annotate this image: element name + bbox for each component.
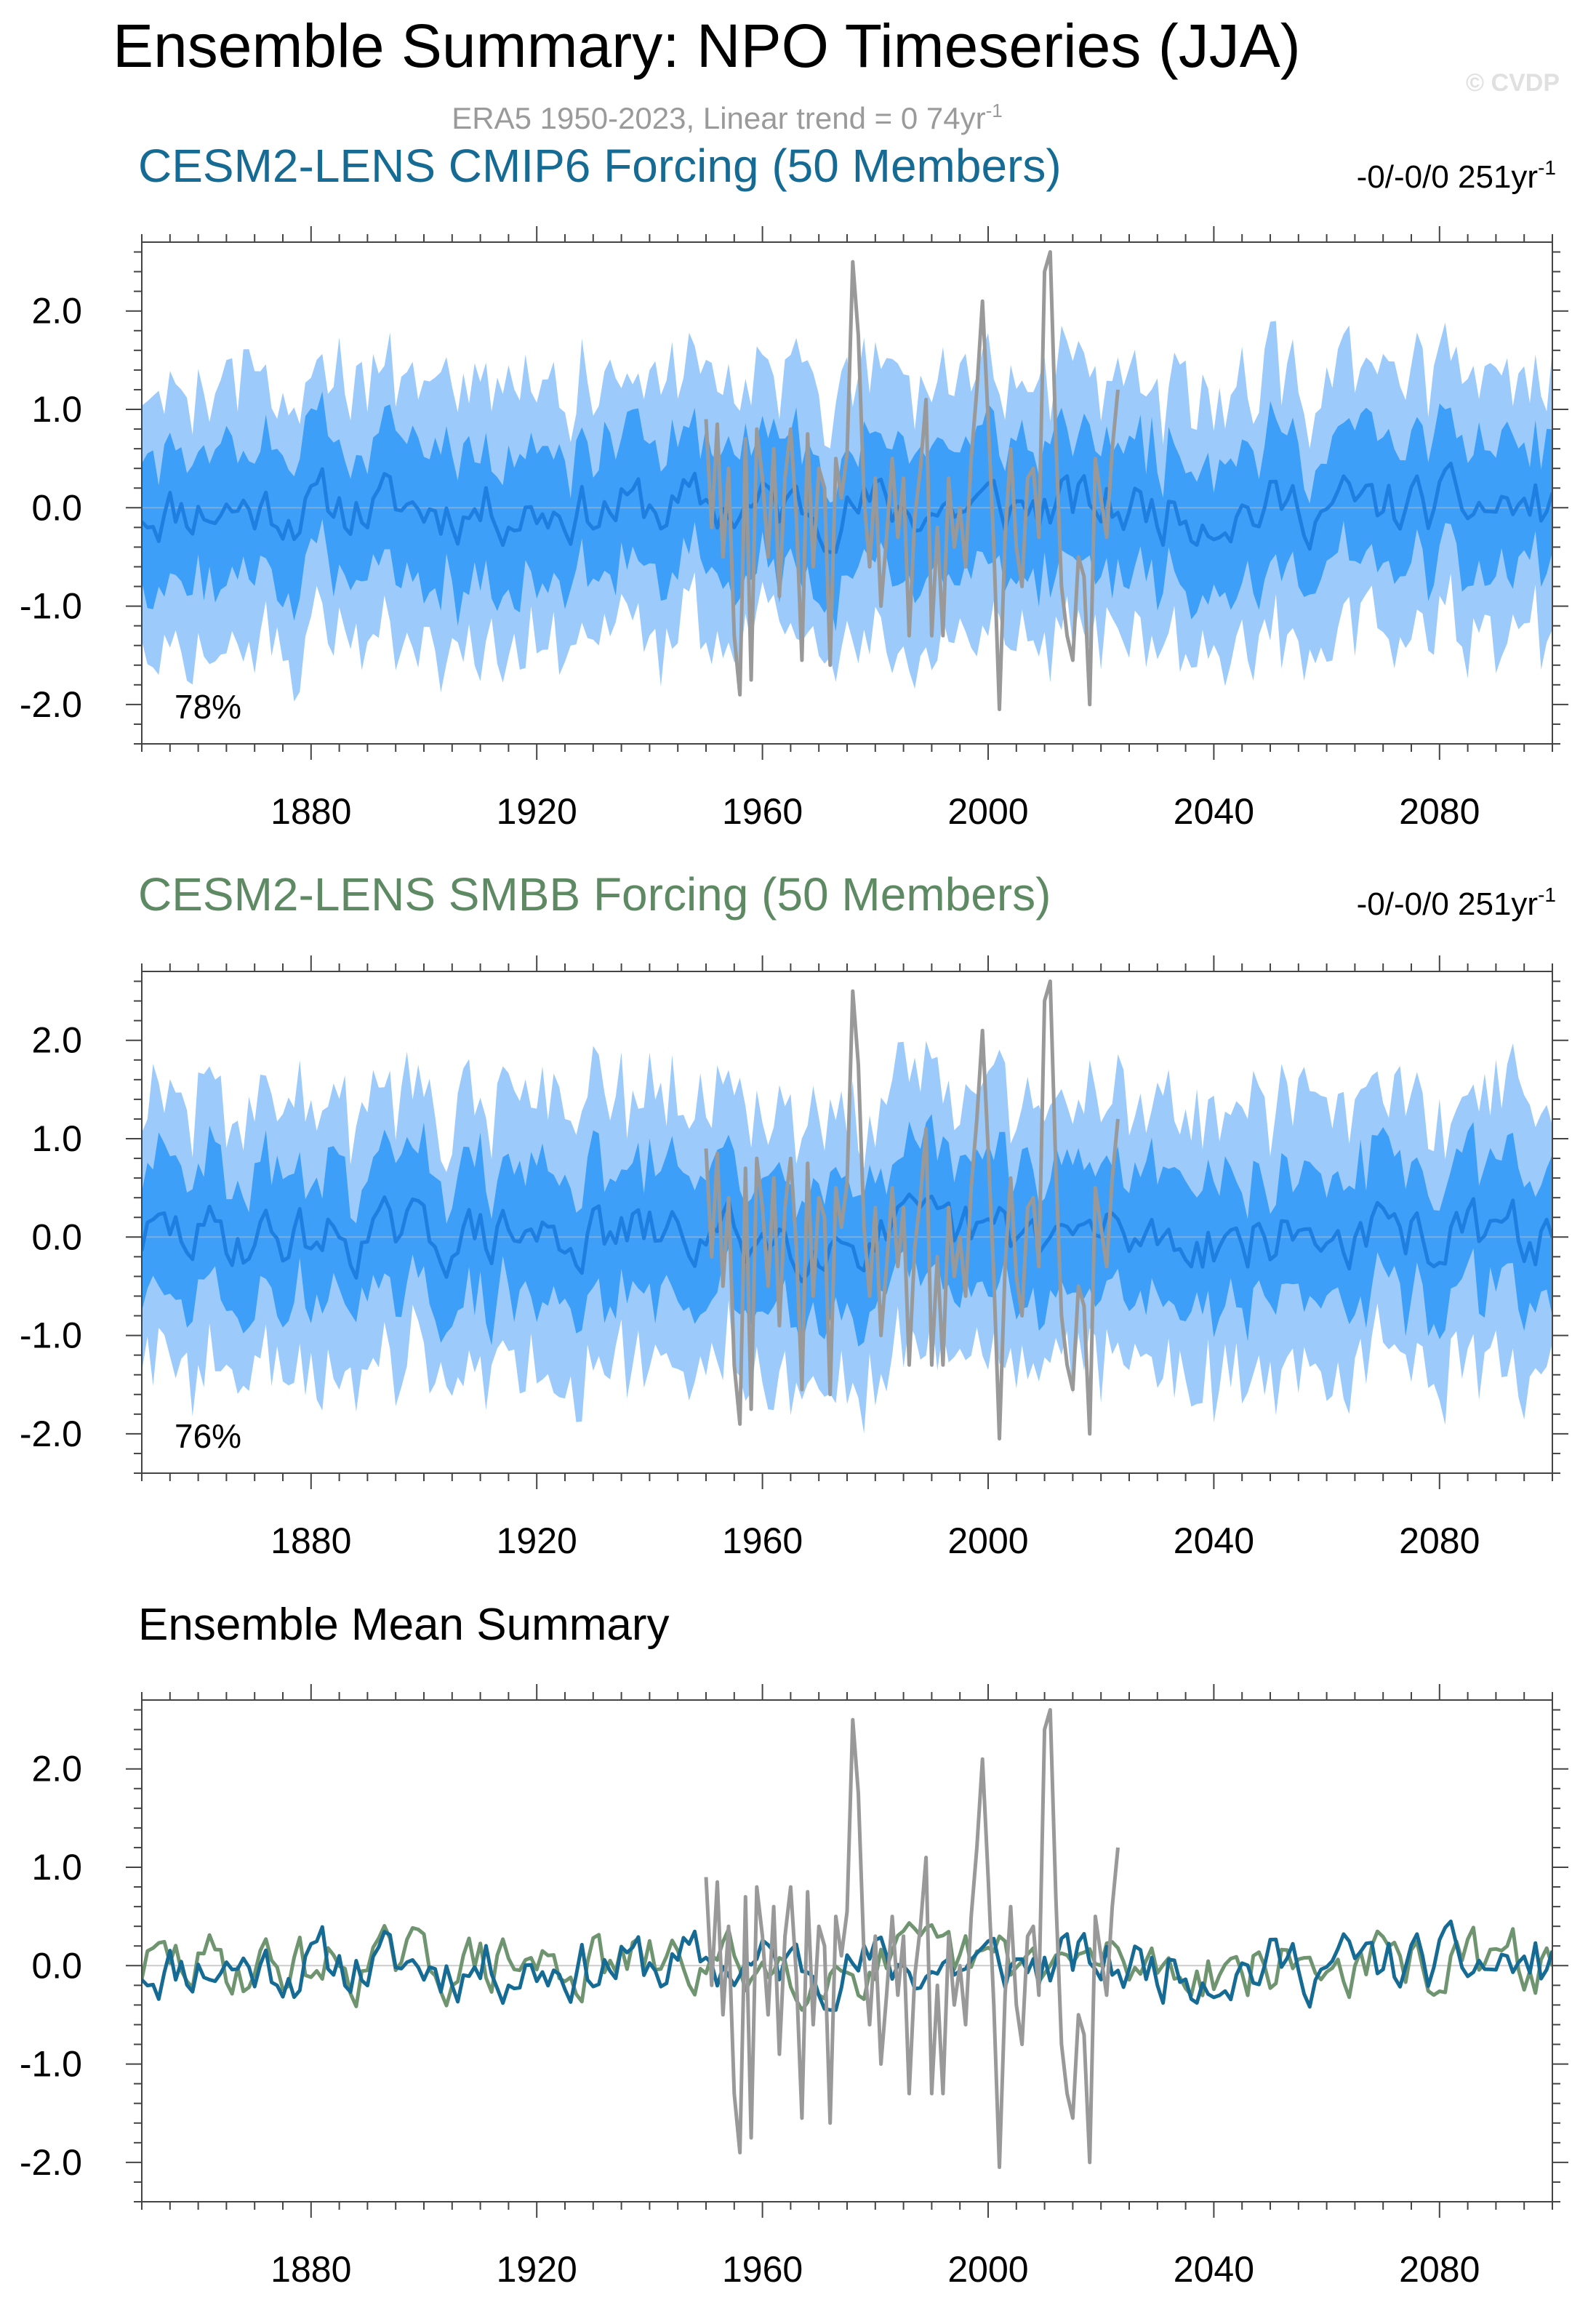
x-tick-label: 1920 (497, 2249, 577, 2290)
figure-subtitle-sup: -1 (986, 100, 1003, 121)
figure-subtitle-text: ERA5 1950-2023, Linear trend = 0 74yr (452, 101, 985, 135)
x-tick-label: 2040 (1174, 1520, 1254, 1561)
y-tick-label: -2.0 (20, 1414, 82, 1454)
x-tick-label: 2000 (947, 791, 1028, 832)
panel-title: CESM2-LENS CMIP6 Forcing (50 Members) (138, 140, 1062, 192)
x-tick-label: 2040 (1174, 791, 1254, 832)
trend-text: -0/-0/0 251yr (1357, 159, 1538, 195)
x-tick-label: 2040 (1174, 2249, 1254, 2290)
y-tick-label: 0.0 (31, 487, 82, 528)
panel-title: Ensemble Mean Summary (138, 1600, 670, 1650)
ensemble-mean-line (142, 1192, 1552, 1283)
trend-text: -0/-0/0 251yr (1357, 886, 1538, 922)
band-inner (142, 1114, 1552, 1348)
x-tick-label: 2000 (947, 2249, 1028, 2290)
panel-smbb: CESM2-LENS SMBB Forcing (50 Members) -0/-… (20, 868, 1568, 1561)
figure-title: Ensemble Summary: NPO Timeseries (JJA) (113, 12, 1301, 80)
y-tick-label: 1.0 (31, 1847, 82, 1888)
figure-subtitle: ERA5 1950-2023, Linear trend = 0 74yr-1 (452, 100, 1002, 135)
trend-label: -0/-0/0 251yr-1 (1357, 883, 1556, 922)
watermark: © CVDP (1466, 69, 1560, 97)
percent-label: 78% (175, 688, 241, 726)
x-tick-label: 1960 (722, 791, 803, 832)
x-tick-label: 1960 (722, 1520, 803, 1561)
panel-cmip6: CESM2-LENS CMIP6 Forcing (50 Members) -0/… (20, 140, 1568, 832)
y-tick-label: -2.0 (20, 684, 82, 725)
observed-line (704, 250, 1120, 712)
x-tick-label: 2080 (1399, 1520, 1480, 1561)
percent-label: 76% (175, 1417, 241, 1455)
y-tick-label: -1.0 (20, 2044, 82, 2085)
x-tick-label: 1920 (497, 1520, 577, 1561)
y-tick-label: -1.0 (20, 586, 82, 627)
y-tick-label: 0.0 (31, 1216, 82, 1257)
x-tick-label: 1960 (722, 2249, 803, 2290)
trend-sup: -1 (1538, 156, 1556, 179)
y-tick-label: 1.0 (31, 1118, 82, 1159)
y-tick-label: 2.0 (31, 1749, 82, 1789)
trend-label: -0/-0/0 251yr-1 (1357, 156, 1556, 195)
observed-line (704, 1708, 1120, 2170)
y-tick-label: 0.0 (31, 1945, 82, 1986)
y-tick-label: 2.0 (31, 291, 82, 332)
y-tick-label: 2.0 (31, 1020, 82, 1061)
y-tick-label: -1.0 (20, 1315, 82, 1356)
y-tick-label: -2.0 (20, 2142, 82, 2183)
x-tick-label: 1880 (270, 791, 351, 832)
band-inner (142, 391, 1552, 632)
panel-title: CESM2-LENS SMBB Forcing (50 Members) (138, 868, 1051, 921)
ensemble-mean-line (142, 461, 1552, 554)
plot-frame (141, 1699, 1553, 2202)
x-tick-label: 2080 (1399, 2249, 1480, 2290)
trend-sup: -1 (1538, 883, 1556, 906)
y-tick-label: 1.0 (31, 389, 82, 430)
x-tick-label: 1880 (270, 2249, 351, 2290)
observed-line (704, 979, 1120, 1441)
x-tick-label: 2080 (1399, 791, 1480, 832)
x-tick-label: 1920 (497, 791, 577, 832)
cmip6-mean-line (142, 1919, 1552, 2012)
x-tick-label: 1880 (270, 1520, 351, 1561)
x-tick-label: 2000 (947, 1520, 1028, 1561)
panel-ensemble-mean-summary: Ensemble Mean Summary 1880 1920 1960 2000 204… (20, 1600, 1568, 2290)
